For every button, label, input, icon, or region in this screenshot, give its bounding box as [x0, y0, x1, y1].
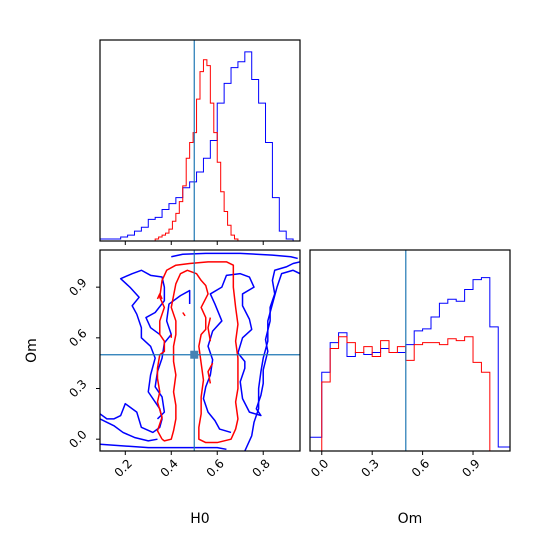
x-tick-label: 0.4	[158, 456, 181, 479]
om-x-axis-label: Om	[398, 511, 423, 527]
x-tick-label: 0.6	[204, 456, 227, 479]
h0-x-axis-label: H0	[190, 511, 209, 527]
h0-histogram-series	[154, 59, 239, 241]
contour-line	[156, 293, 163, 300]
x-tick-label: 0.6	[409, 456, 432, 479]
h0-marginal-panel	[99, 39, 301, 245]
om-marginal-panel: 0.0 0.3 0.6 0.9 Om	[308, 249, 511, 527]
x-tick-label: 0.9	[459, 456, 482, 479]
h0-marginal-frame	[99, 39, 301, 242]
contour-line	[100, 418, 158, 442]
x-tick-label: 0.8	[250, 456, 273, 479]
contour-line	[182, 312, 186, 317]
y-tick-label: 0.0	[66, 427, 89, 450]
om-y-axis-label: Om	[24, 338, 40, 363]
om-histogram-series	[309, 277, 511, 451]
x-tick-label: 0.2	[112, 456, 135, 479]
truth-marker	[190, 350, 199, 359]
contour-line	[207, 317, 212, 342]
y-tick-label: 0.6	[66, 326, 89, 349]
contour-line	[156, 261, 239, 444]
contour-line	[100, 443, 227, 451]
contour-layer	[100, 252, 300, 451]
contour-line	[100, 269, 166, 434]
contour-line	[171, 252, 298, 260]
h0-om-joint-panel: 0.2 0.4 0.6 0.8 0.0 0.3 0.6 0.9 H0 Om	[24, 249, 301, 527]
om-marginal-frame	[309, 249, 511, 452]
x-tick-label: 0.0	[308, 456, 331, 479]
joint-frame	[99, 249, 301, 452]
contour-line	[202, 261, 300, 434]
h0-histogram-series	[99, 51, 300, 242]
y-tick-label: 0.3	[66, 377, 89, 400]
x-tick-label: 0.3	[358, 456, 381, 479]
y-tick-label: 0.9	[66, 275, 89, 298]
contour-line	[244, 269, 300, 451]
contour-line	[207, 362, 214, 384]
